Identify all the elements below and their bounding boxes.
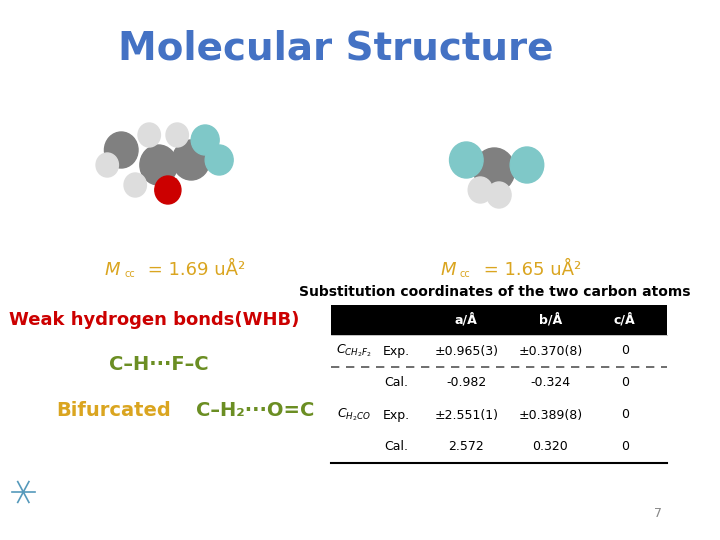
Text: Exp.: Exp. (383, 408, 410, 422)
Text: = 1.65 uÅ²: = 1.65 uÅ² (477, 261, 581, 279)
Text: 0: 0 (621, 441, 629, 454)
Text: ±0.370(8): ±0.370(8) (518, 345, 582, 357)
Circle shape (205, 145, 233, 175)
Circle shape (166, 123, 189, 147)
Circle shape (468, 177, 492, 203)
Circle shape (192, 125, 219, 155)
Circle shape (510, 147, 544, 183)
Text: b/Å: b/Å (539, 313, 562, 327)
Text: 0: 0 (621, 345, 629, 357)
Text: Cal.: Cal. (384, 376, 408, 389)
Text: -0.324: -0.324 (530, 376, 570, 389)
Circle shape (474, 148, 515, 192)
Text: ±2.551(1): ±2.551(1) (434, 408, 498, 422)
Text: 0.320: 0.320 (532, 441, 568, 454)
Text: Molecular Structure: Molecular Structure (118, 30, 554, 68)
Text: $\it{M}$: $\it{M}$ (440, 261, 457, 279)
Text: 7: 7 (654, 507, 662, 520)
Text: a/Å: a/Å (455, 313, 478, 327)
Text: $C_{CH_2F_2}$: $C_{CH_2F_2}$ (336, 343, 372, 359)
Circle shape (96, 153, 119, 177)
Text: Cal.: Cal. (384, 441, 408, 454)
Text: 2.572: 2.572 (449, 441, 484, 454)
Text: cc: cc (124, 269, 135, 279)
Text: $C_{H_2CO}$: $C_{H_2CO}$ (338, 407, 372, 423)
Circle shape (138, 123, 161, 147)
Circle shape (449, 142, 483, 178)
Text: 0: 0 (621, 408, 629, 422)
Text: $\it{M}$: $\it{M}$ (104, 261, 121, 279)
Circle shape (487, 182, 511, 208)
Text: C–H···F–C: C–H···F–C (109, 355, 208, 375)
Bar (331, 305, 667, 335)
Circle shape (155, 176, 181, 204)
Text: -0.982: -0.982 (446, 376, 487, 389)
Circle shape (173, 140, 210, 180)
Text: c/Å: c/Å (614, 313, 636, 327)
Text: ±0.965(3): ±0.965(3) (434, 345, 498, 357)
Text: cc: cc (460, 269, 471, 279)
Text: Substitution coordinates of the two carbon atoms: Substitution coordinates of the two carb… (299, 285, 690, 299)
Circle shape (124, 173, 146, 197)
Text: 0: 0 (621, 376, 629, 389)
Text: C–H₂···O=C: C–H₂···O=C (196, 401, 314, 420)
Text: Weak hydrogen bonds(WHB): Weak hydrogen bonds(WHB) (9, 311, 300, 329)
Text: ±0.389(8): ±0.389(8) (518, 408, 582, 422)
Text: Exp.: Exp. (383, 345, 410, 357)
Text: Bifurcated: Bifurcated (56, 401, 171, 420)
Text: = 1.69 uÅ²: = 1.69 uÅ² (142, 261, 245, 279)
Circle shape (140, 145, 177, 185)
Circle shape (104, 132, 138, 168)
